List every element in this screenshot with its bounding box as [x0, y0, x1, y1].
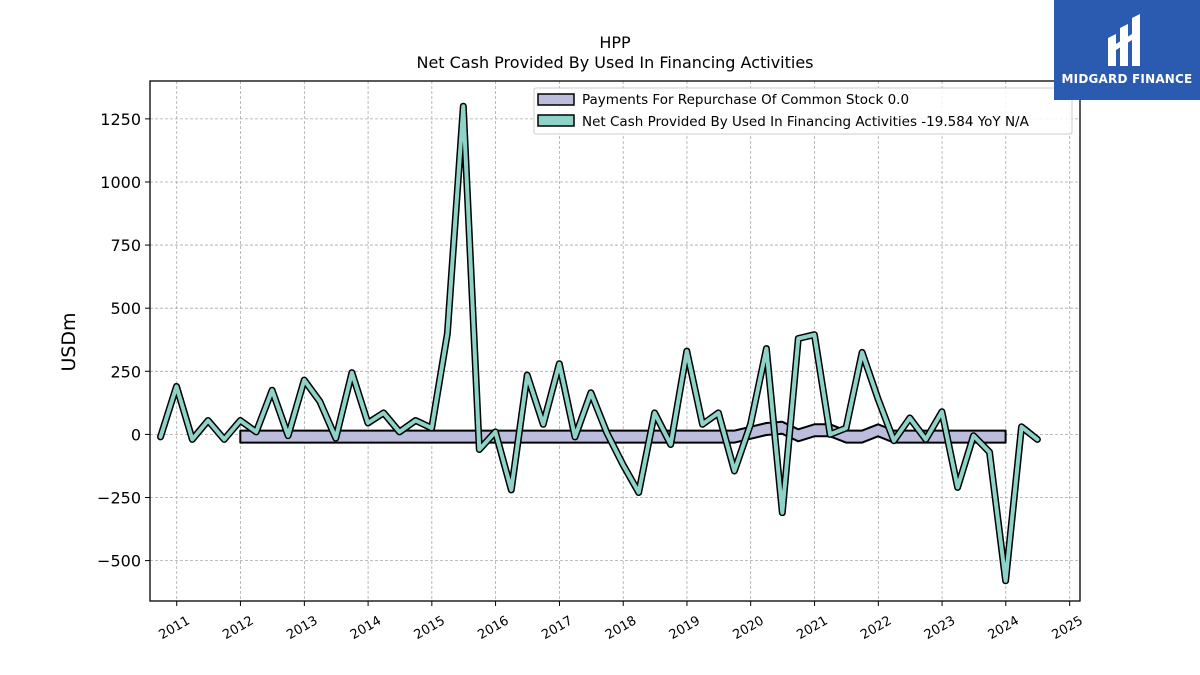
x-tick-label: 2021 — [794, 613, 830, 643]
x-tick-label: 2014 — [348, 613, 384, 643]
x-tick-label: 2020 — [731, 613, 767, 643]
chart-title: HPP — [599, 33, 631, 52]
x-tick-label: 2023 — [922, 613, 958, 643]
legend-entry-financing: Net Cash Provided By Used In Financing A… — [582, 114, 1030, 130]
x-tick-label: 2017 — [539, 613, 575, 643]
y-tick-label: −500 — [97, 552, 141, 571]
x-tick-label: 2019 — [667, 613, 703, 643]
x-tick-label: 2015 — [412, 613, 448, 643]
x-tick-label: 2016 — [475, 613, 511, 643]
x-tick-label: 2011 — [157, 613, 193, 643]
series-outline-net-cash-provided-by-used-in-financing-activities — [157, 102, 1041, 585]
x-tick-label: 2022 — [858, 613, 894, 643]
y-tick-label: 750 — [110, 236, 141, 255]
legend: Payments For Repurchase Of Common Stock … — [533, 87, 1073, 135]
series-layer — [157, 102, 1041, 585]
midgard-logo-icon — [1108, 14, 1140, 66]
plot-frame — [149, 80, 1081, 602]
legend-swatch-repurchase — [537, 93, 575, 106]
x-tick-label: 2024 — [986, 613, 1022, 643]
midgard-finance-logo: MIDGARD FINANCE — [1054, 0, 1200, 100]
legend-frame — [533, 87, 1073, 135]
ticks: −500 −250 0 250 500 750 1000 1250 2011 2012 2013 20… — [97, 110, 1086, 643]
grid — [150, 81, 1080, 601]
y-tick-label: 0 — [131, 425, 141, 444]
y-tick-label: −250 — [97, 489, 141, 508]
y-axis-label: USDm — [58, 312, 80, 371]
legend-entry-repurchase: Payments For Repurchase Of Common Stock … — [582, 92, 909, 108]
y-tick-label: 250 — [110, 362, 141, 381]
x-tick-label: 2018 — [603, 613, 639, 643]
x-tick-label: 2013 — [284, 613, 320, 643]
logo-text: MIDGARD FINANCE — [1061, 72, 1193, 86]
x-tick-label: 2025 — [1050, 613, 1086, 643]
y-tick-label: 1250 — [100, 110, 141, 129]
legend-swatch-financing — [537, 114, 575, 127]
x-tick-label: 2012 — [220, 613, 256, 643]
chart-subtitle: Net Cash Provided By Used In Financing A… — [416, 53, 813, 72]
y-tick-label: 500 — [110, 299, 141, 318]
y-tick-label: 1000 — [100, 173, 141, 192]
series-line-net-cash-provided-by-used-in-financing-activities — [158, 104, 1040, 583]
